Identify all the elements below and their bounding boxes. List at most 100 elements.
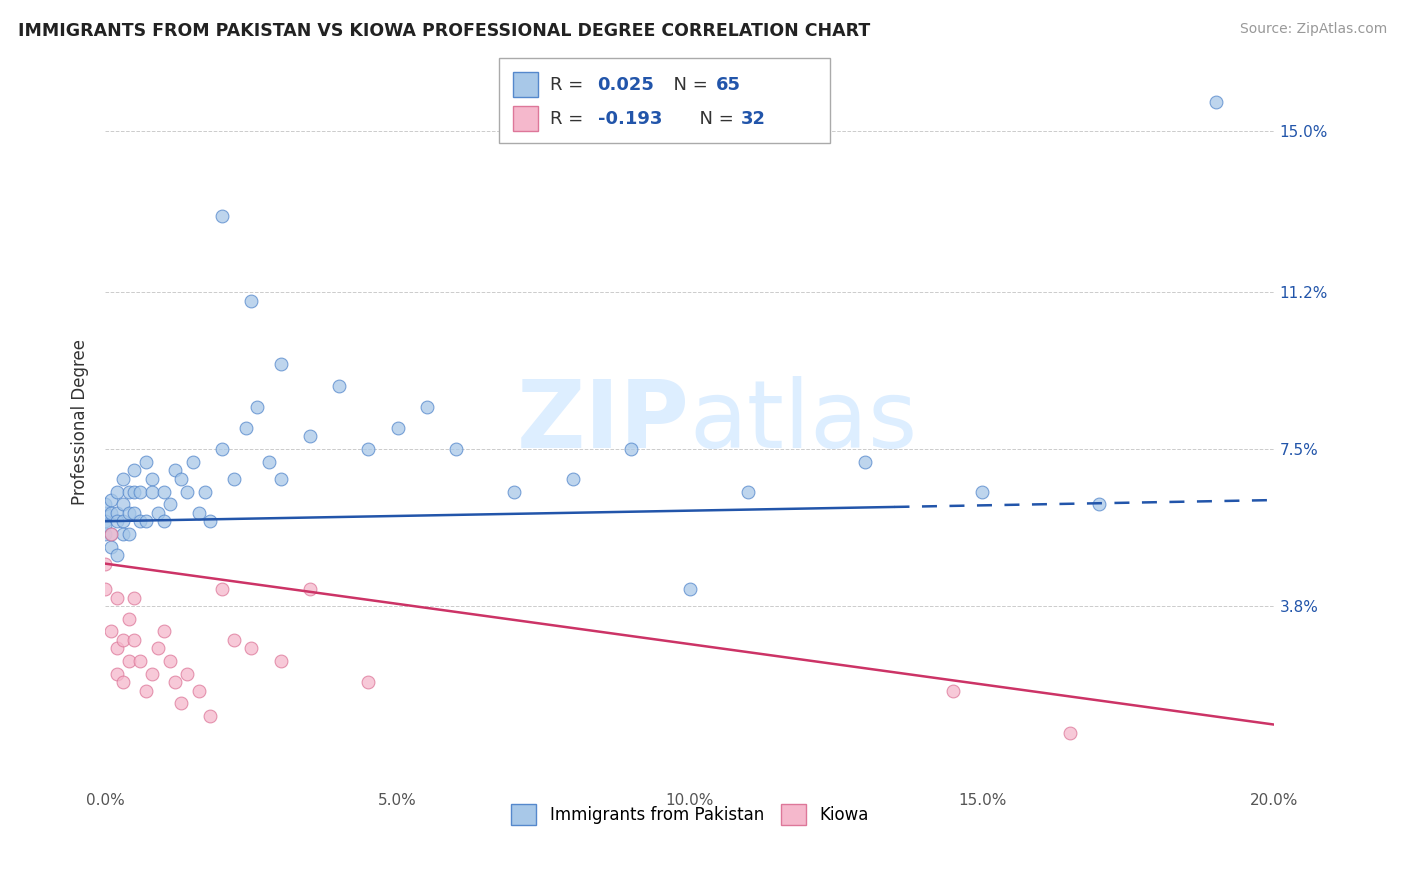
Text: N =: N =: [688, 110, 740, 128]
Point: [152, 624, 174, 639]
Point: [211, 209, 233, 223]
Point: [141, 472, 163, 486]
Point: [146, 641, 169, 656]
Point: [942, 683, 965, 698]
Point: [117, 527, 139, 541]
Text: Source: ZipAtlas.com: Source: ZipAtlas.com: [1240, 22, 1388, 37]
Legend: Immigrants from Pakistan, Kiowa: Immigrants from Pakistan, Kiowa: [505, 797, 875, 831]
Point: [111, 514, 134, 528]
Text: 32: 32: [741, 110, 766, 128]
Point: [94, 497, 117, 511]
Point: [165, 463, 187, 477]
Point: [1088, 497, 1111, 511]
Point: [117, 654, 139, 668]
Point: [117, 484, 139, 499]
Point: [146, 506, 169, 520]
Point: [124, 506, 146, 520]
Point: [129, 654, 152, 668]
Point: [135, 683, 157, 698]
Point: [181, 455, 204, 469]
Point: [94, 506, 117, 520]
Point: [100, 527, 122, 541]
Point: [270, 358, 292, 372]
Point: [105, 591, 128, 605]
Point: [561, 472, 583, 486]
Point: [94, 557, 117, 571]
Point: [187, 683, 209, 698]
Point: [200, 514, 222, 528]
Point: [94, 518, 117, 533]
Point: [105, 666, 128, 681]
Point: [94, 582, 117, 596]
Point: [111, 497, 134, 511]
Point: [105, 484, 128, 499]
Point: [105, 514, 128, 528]
Point: [165, 675, 187, 690]
Point: [222, 472, 245, 486]
Point: [240, 641, 263, 656]
Point: [270, 472, 292, 486]
Point: [111, 632, 134, 647]
Point: [100, 506, 122, 520]
Point: [176, 484, 198, 499]
Point: [105, 506, 128, 520]
Point: [222, 632, 245, 647]
Point: [444, 442, 467, 457]
Point: [170, 697, 193, 711]
Point: [129, 484, 152, 499]
Point: [124, 591, 146, 605]
Point: [100, 624, 122, 639]
Point: [94, 527, 117, 541]
Point: [1205, 95, 1227, 109]
Point: [679, 582, 702, 596]
Point: [105, 641, 128, 656]
Text: atlas: atlas: [690, 376, 918, 467]
Point: [135, 455, 157, 469]
Point: [159, 497, 181, 511]
Point: [416, 400, 439, 414]
Point: [124, 632, 146, 647]
Point: [200, 709, 222, 723]
Point: [100, 540, 122, 554]
Point: [235, 421, 257, 435]
Point: [124, 484, 146, 499]
Point: [100, 527, 122, 541]
Point: [111, 675, 134, 690]
Y-axis label: Professional Degree: Professional Degree: [72, 339, 89, 505]
Text: 65: 65: [716, 76, 741, 94]
Point: [105, 548, 128, 562]
Point: [100, 493, 122, 508]
Point: [117, 506, 139, 520]
Point: [129, 514, 152, 528]
Point: [257, 455, 280, 469]
Point: [357, 442, 380, 457]
Point: [387, 421, 409, 435]
Text: ZIP: ZIP: [517, 376, 690, 467]
Point: [170, 472, 193, 486]
Point: [1059, 726, 1081, 740]
Point: [159, 654, 181, 668]
Point: [211, 582, 233, 596]
Point: [141, 666, 163, 681]
Point: [270, 654, 292, 668]
Point: [211, 442, 233, 457]
Point: [152, 484, 174, 499]
Text: N =: N =: [662, 76, 714, 94]
Point: [94, 514, 117, 528]
Point: [298, 582, 321, 596]
Point: [972, 484, 994, 499]
Point: [152, 514, 174, 528]
Text: R =: R =: [550, 110, 589, 128]
Point: [246, 400, 269, 414]
Point: [328, 378, 350, 392]
Text: IMMIGRANTS FROM PAKISTAN VS KIOWA PROFESSIONAL DEGREE CORRELATION CHART: IMMIGRANTS FROM PAKISTAN VS KIOWA PROFES…: [18, 22, 870, 40]
Point: [111, 472, 134, 486]
Point: [620, 442, 643, 457]
Point: [187, 506, 209, 520]
Point: [240, 293, 263, 308]
Point: [141, 484, 163, 499]
Point: [124, 463, 146, 477]
Text: 0.025: 0.025: [598, 76, 654, 94]
Point: [135, 514, 157, 528]
Point: [357, 675, 380, 690]
